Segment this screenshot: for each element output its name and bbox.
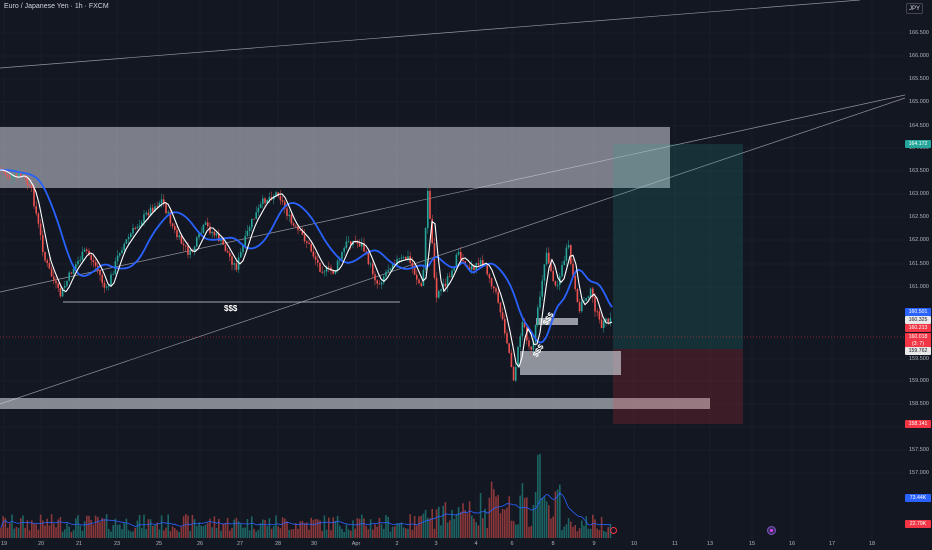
- price-badge-2: 160.325: [905, 316, 931, 324]
- liquidity-label-main: $$$: [224, 304, 238, 313]
- price-tick: 158.500: [909, 401, 929, 407]
- time-tick: 11: [672, 541, 678, 547]
- stop-zone: [613, 349, 743, 424]
- time-tick: 25: [155, 541, 163, 547]
- time-tick: 28: [274, 541, 282, 547]
- price-tick: 162.000: [909, 237, 929, 243]
- price-tick: 161.000: [909, 284, 929, 290]
- supply-zone: [0, 127, 670, 188]
- time-tick: 15: [748, 541, 756, 547]
- price-tick: 163.000: [909, 191, 929, 197]
- time-tick: 4: [474, 541, 478, 547]
- time-tick: 18: [868, 541, 876, 547]
- target-price-badge: 164.172: [905, 140, 931, 148]
- channel-line-mid: [0, 94, 906, 293]
- price-badge-1: 160.501: [905, 308, 931, 316]
- price-tick: 164.500: [909, 123, 929, 129]
- ma-fast-line: [0, 169, 613, 369]
- volume-bars: [0, 453, 612, 538]
- economic-event-icon[interactable]: [767, 526, 776, 535]
- target-zone: [613, 144, 743, 349]
- channel-line-low: [0, 97, 906, 405]
- price-tick: 159.500: [909, 356, 929, 362]
- volume-ma-badge: 73.44K: [905, 494, 931, 502]
- time-tick: Apr: [351, 541, 361, 547]
- time-tick: 2: [395, 541, 399, 547]
- replay-icon[interactable]: [610, 527, 617, 534]
- time-tick: 21: [75, 541, 83, 547]
- price-tick: 165.500: [909, 76, 929, 82]
- demand-zone-small: [536, 318, 578, 325]
- price-badge-4: 159.762: [905, 347, 931, 355]
- time-tick: 30: [310, 541, 318, 547]
- price-tick: 159.000: [909, 378, 929, 384]
- price-tick: 157.500: [909, 447, 929, 453]
- time-tick: 16: [788, 541, 796, 547]
- demand-zone-mid: [520, 351, 621, 375]
- time-tick: 20: [37, 541, 45, 547]
- time-tick: 26: [196, 541, 204, 547]
- price-tick: 163.500: [909, 168, 929, 174]
- demand-zone-low: [0, 398, 710, 409]
- time-tick: 8: [551, 541, 555, 547]
- time-tick: 3: [434, 541, 438, 547]
- price-tick: 157.000: [909, 470, 929, 476]
- time-tick: 27: [236, 541, 244, 547]
- price-tick: 165.000: [909, 99, 929, 105]
- time-tick: 19: [0, 541, 8, 547]
- price-tick: 164.000: [909, 145, 929, 151]
- volume-badge: 22.79K: [905, 520, 931, 528]
- time-tick: 6: [510, 541, 514, 547]
- time-tick: 9: [592, 541, 596, 547]
- volume-ma-line: [0, 492, 611, 528]
- time-tick: 10: [630, 541, 638, 547]
- time-tick: 17: [828, 541, 836, 547]
- ma-slow-line: [0, 169, 613, 344]
- price-badge-3: 160.213: [905, 324, 931, 332]
- stop-price-badge: 158.141: [905, 420, 931, 428]
- countdown-badge: (3: 7): [905, 340, 931, 348]
- price-tick: 162.500: [909, 214, 929, 220]
- price-tick: 166.500: [909, 30, 929, 36]
- currency-button[interactable]: JPY: [906, 3, 923, 14]
- channel-line-top: [0, 0, 861, 69]
- price-tick: 166.000: [909, 53, 929, 59]
- time-tick: 13: [706, 541, 714, 547]
- chart-title[interactable]: Euro / Japanese Yen · 1h · FXCM: [4, 3, 109, 10]
- time-tick: 23: [113, 541, 121, 547]
- last-price-badge: 160.018: [905, 333, 931, 341]
- price-tick: 161.500: [909, 261, 929, 267]
